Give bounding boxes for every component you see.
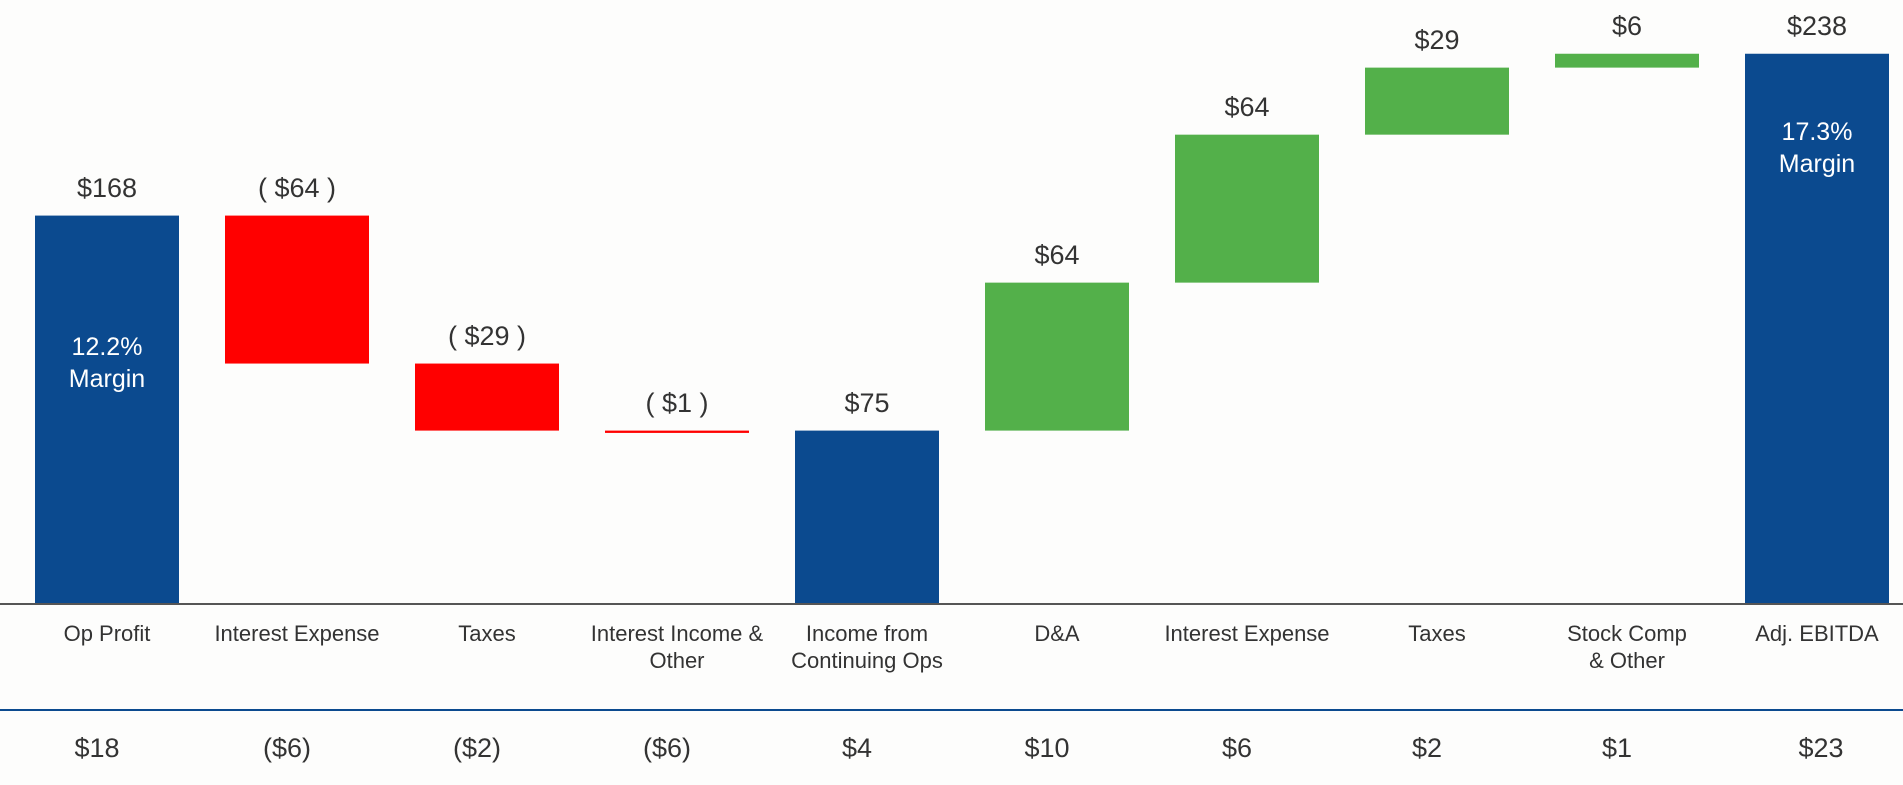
value-label: $238 (1786, 10, 1848, 41)
bottom-value: $10 (1024, 733, 1070, 763)
value-label: $64 (1224, 91, 1270, 122)
bottom-value: $23 (1798, 733, 1844, 763)
value-label: $6 (1611, 10, 1643, 41)
bar (985, 282, 1129, 431)
value-label: $75 (844, 387, 890, 418)
bottom-value: $1 (1601, 733, 1633, 763)
x-tick-label: Adj. EBITDA (1755, 621, 1879, 646)
x-tick-label: Interest Expense (1164, 621, 1330, 646)
bar (605, 430, 749, 433)
bar (1555, 53, 1699, 68)
value-label: $64 (1034, 239, 1080, 270)
margin-annotation: 17.3% Margin (1778, 117, 1856, 178)
margin-annotation: 12.2% Margin (68, 332, 146, 393)
value-label: $29 (1414, 24, 1460, 55)
bottom-value: ($2) (452, 733, 501, 763)
value-label: $168 (76, 172, 138, 203)
bar (415, 363, 559, 431)
bar (1365, 67, 1509, 135)
bottom-value: $6 (1221, 733, 1253, 763)
bar (1175, 134, 1319, 283)
x-tick-label: D&A (1034, 621, 1080, 646)
x-tick-label: Stock Comp & Other (1567, 621, 1687, 673)
bottom-value: ($6) (642, 733, 691, 763)
x-tick-label: Interest Expense (214, 621, 380, 646)
bottom-value: $18 (74, 733, 120, 763)
bar (35, 215, 179, 605)
bar (1745, 53, 1889, 604)
bar (795, 430, 939, 604)
value-label: ( $1 ) (645, 387, 709, 418)
value-label: ( $64 ) (257, 172, 337, 203)
bottom-value: ($6) (262, 733, 311, 763)
bar (225, 215, 369, 364)
x-tick-label: Interest Income & Other (590, 621, 764, 673)
x-tick-label: Op Profit (63, 621, 151, 646)
x-tick-label: Taxes (458, 621, 516, 646)
x-tick-label: Taxes (1408, 621, 1466, 646)
bottom-value: $4 (841, 733, 873, 763)
value-label: ( $29 ) (447, 320, 527, 351)
bottom-value: $2 (1411, 733, 1443, 763)
x-tick-label: Income from Continuing Ops (791, 621, 943, 673)
